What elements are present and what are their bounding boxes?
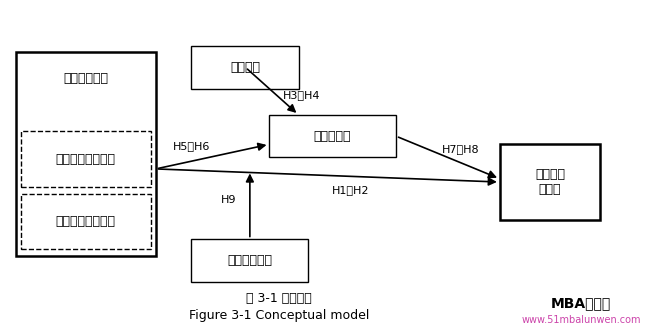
FancyBboxPatch shape bbox=[191, 239, 308, 282]
FancyBboxPatch shape bbox=[21, 194, 151, 249]
Text: www.51mbalunwen.com: www.51mbalunwen.com bbox=[521, 315, 641, 325]
Text: Figure 3-1 Conceptual model: Figure 3-1 Conceptual model bbox=[189, 309, 369, 322]
Text: 恐惧语言说服风格: 恐惧语言说服风格 bbox=[56, 153, 116, 166]
FancyBboxPatch shape bbox=[500, 144, 600, 220]
FancyBboxPatch shape bbox=[191, 46, 299, 89]
Text: 说服知识: 说服知识 bbox=[230, 61, 260, 74]
Text: H5、H6: H5、H6 bbox=[173, 141, 210, 151]
Text: H3、H4: H3、H4 bbox=[283, 90, 321, 100]
FancyBboxPatch shape bbox=[21, 131, 151, 187]
Text: 语言说服风格: 语言说服风格 bbox=[64, 72, 108, 85]
Text: H9: H9 bbox=[221, 195, 237, 205]
Text: 奉承语言说服风格: 奉承语言说服风格 bbox=[56, 215, 116, 228]
Text: 消费者购
买意愿: 消费者购 买意愿 bbox=[535, 168, 565, 196]
Text: 心理安全感: 心理安全感 bbox=[314, 130, 351, 143]
Text: H1、H2: H1、H2 bbox=[332, 185, 369, 195]
FancyBboxPatch shape bbox=[269, 115, 396, 157]
FancyBboxPatch shape bbox=[16, 52, 156, 256]
Text: 产品属性超越: 产品属性超越 bbox=[227, 254, 273, 267]
Text: 图 3-1 理论模型: 图 3-1 理论模型 bbox=[246, 292, 312, 305]
Text: MBA论文网: MBA论文网 bbox=[551, 297, 611, 310]
Text: H7、H8: H7、H8 bbox=[442, 144, 480, 154]
